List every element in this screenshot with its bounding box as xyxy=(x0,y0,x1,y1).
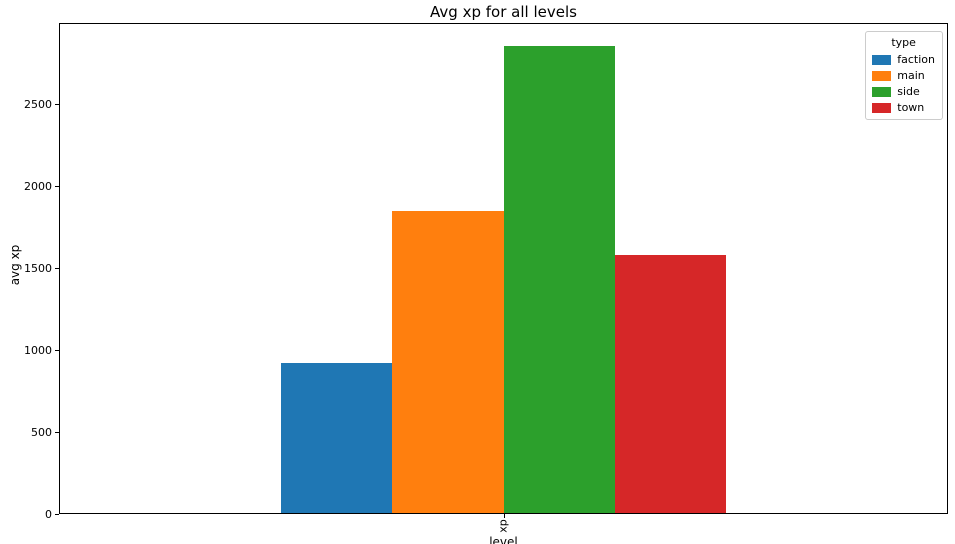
legend-label: main xyxy=(897,69,925,82)
legend-item-town: town xyxy=(872,101,935,114)
legend-label: side xyxy=(897,85,920,98)
legend-label: faction xyxy=(897,53,935,66)
bar-side xyxy=(503,45,615,514)
y-tick-label: 0 xyxy=(45,507,52,521)
bar-faction xyxy=(281,362,393,514)
legend-swatch-town xyxy=(872,102,892,113)
y-tick-mark xyxy=(55,431,59,433)
y-tick-label: 1000 xyxy=(24,343,52,357)
chart-title: Avg xp for all levels xyxy=(430,3,577,21)
y-axis-label: avg xp xyxy=(8,244,22,286)
y-tick-label: 2500 xyxy=(24,98,52,112)
legend-title: type xyxy=(891,36,916,49)
legend-swatch-faction xyxy=(872,54,892,65)
legend-swatch-main xyxy=(872,70,892,81)
y-tick-mark xyxy=(55,268,59,269)
x-tick-label: xp xyxy=(496,519,510,533)
legend-item-side: side xyxy=(872,85,935,98)
y-tick-mark xyxy=(55,513,59,515)
legend-item-faction: faction xyxy=(872,53,935,66)
legend-label: town xyxy=(897,101,925,114)
y-tick-mark xyxy=(55,104,59,106)
legend-item-main: main xyxy=(872,69,935,82)
y-tick-mark xyxy=(55,349,59,351)
bar-town xyxy=(614,255,726,514)
y-tick-label: 1500 xyxy=(24,262,52,275)
legend-items: faction main side town xyxy=(872,53,935,114)
y-tick-label: 500 xyxy=(31,425,52,439)
legend-swatch-side xyxy=(872,86,892,97)
legend: type faction main side town xyxy=(865,31,943,120)
x-tick-mark xyxy=(503,514,505,518)
y-tick-mark xyxy=(55,186,59,188)
y-tick-label: 2000 xyxy=(24,180,52,194)
bar-main xyxy=(392,211,504,514)
x-axis-label: level xyxy=(489,535,518,544)
